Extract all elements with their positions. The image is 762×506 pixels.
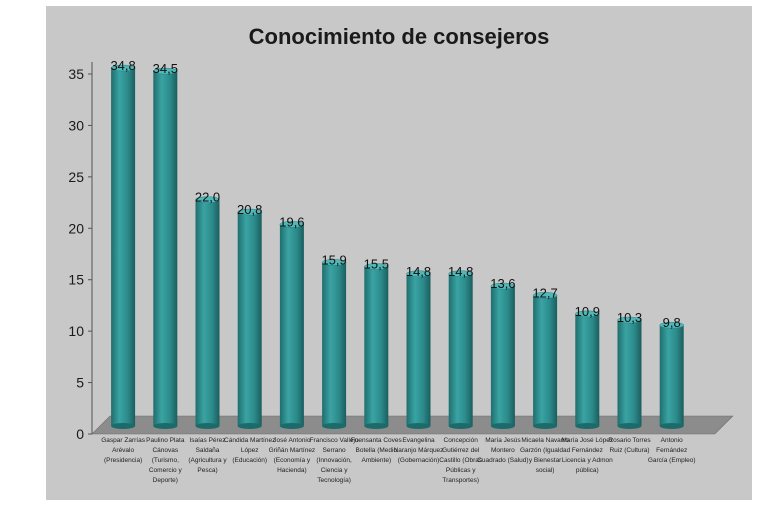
category-label: José Antonio Griñán Martínez (Economía y… — [268, 437, 316, 474]
category-label: Evangelina Naranjo Márquez (Gobernación) — [393, 437, 444, 464]
bar-top — [364, 263, 389, 270]
bar-top — [110, 64, 136, 72]
bar — [364, 266, 389, 426]
data-label: 22,0 — [195, 190, 220, 205]
bar-top — [279, 221, 305, 228]
bar — [533, 295, 558, 426]
category-label: María Jesús Montero Cuadrado (Salud) — [477, 437, 529, 464]
data-label: 34,5 — [153, 61, 178, 76]
y-tick-label: 5 — [76, 375, 84, 391]
category-label: Rosario Torres Ruiz (Cultura) — [608, 437, 651, 454]
data-label: 10,9 — [575, 304, 600, 319]
bar-base — [153, 423, 178, 429]
data-label: 10,3 — [617, 310, 642, 325]
category-label: Cándida Martínez López (Educación) — [224, 437, 276, 464]
category-label: Francisco Vallejo Serrano (Innovación, C… — [309, 437, 359, 484]
bar-base — [617, 423, 642, 429]
bar-top — [532, 292, 558, 299]
data-label: 12,7 — [532, 285, 557, 300]
chart-frame: Conocimiento de consejeros 0 5 10 15 20 25 30 3… — [46, 6, 752, 500]
bar-base — [533, 423, 558, 429]
y-tick-label: 25 — [68, 169, 84, 185]
data-label: 9,8 — [663, 315, 681, 330]
bar — [659, 325, 684, 426]
data-label: 20,8 — [237, 202, 262, 217]
bar — [575, 313, 600, 426]
y-tick-label: 15 — [68, 272, 84, 288]
bar-base — [659, 423, 684, 429]
bar-top — [448, 270, 473, 278]
bar — [406, 273, 431, 426]
data-label: 19,6 — [279, 214, 304, 229]
bar — [153, 71, 178, 427]
y-tick-label: 35 — [68, 66, 84, 82]
bar-top — [237, 208, 262, 216]
bar — [448, 273, 473, 426]
data-label: 34,8 — [110, 58, 135, 73]
category-label: María José López Fernández Licencia y Ad… — [561, 437, 614, 474]
bar — [195, 199, 220, 426]
bar — [490, 286, 515, 426]
data-label: 13,6 — [490, 276, 515, 291]
bar — [111, 68, 136, 427]
bar-base — [237, 423, 262, 429]
bar-base — [490, 423, 515, 429]
category-label: Paulino Plata Cánovas (Turismo, Comercio… — [146, 437, 185, 484]
bar — [279, 224, 304, 426]
category-label: Micaela Navarro Garzón (Igualdad y Biene… — [519, 437, 571, 474]
bar-base — [279, 423, 304, 429]
bar-top — [659, 321, 684, 329]
category-label: Concepción Gutiérrez del Castillo (Obras… — [439, 437, 483, 484]
category-label: Fuensanta Coves Botella (Medio Ambiente) — [350, 437, 402, 464]
bar-top — [575, 310, 600, 318]
bar-base — [575, 423, 600, 429]
bar-top — [321, 259, 347, 266]
bar-base — [195, 423, 220, 429]
data-label: 14,8 — [448, 264, 473, 279]
bar — [617, 320, 642, 426]
bar-top — [153, 67, 178, 75]
bar-base — [406, 423, 431, 429]
chart-title: Conocimiento de consejeros — [248, 24, 550, 49]
category-label: Isaías Pérez Saldaña (Agricultura y Pesc… — [188, 437, 227, 474]
bar-base — [448, 423, 473, 429]
data-label: 14,8 — [406, 264, 431, 279]
y-tick-label: 0 — [76, 426, 84, 442]
data-label: 15,5 — [364, 257, 389, 272]
bar-chart: 0 5 10 15 20 25 30 35 34,8 34,5 22,0 20,8 19,6 15,9 15… — [68, 58, 734, 442]
bar — [237, 212, 262, 426]
y-tick-label: 10 — [68, 323, 84, 339]
category-label: Gaspar Zarrías Arévalo (Presidencia) — [101, 437, 145, 464]
bar-base — [322, 423, 347, 429]
bar-top — [406, 270, 431, 278]
category-label: Antonio Fernández García (Empleo) — [647, 437, 696, 464]
y-tick-label: 20 — [68, 220, 84, 236]
bar — [322, 262, 347, 426]
data-label: 15,9 — [321, 252, 346, 267]
y-tick-label: 30 — [68, 117, 84, 133]
bar-top — [195, 196, 220, 203]
bar-base — [364, 423, 389, 429]
bar-base — [111, 423, 136, 429]
bar-top — [617, 316, 642, 324]
bar-top — [490, 282, 516, 290]
